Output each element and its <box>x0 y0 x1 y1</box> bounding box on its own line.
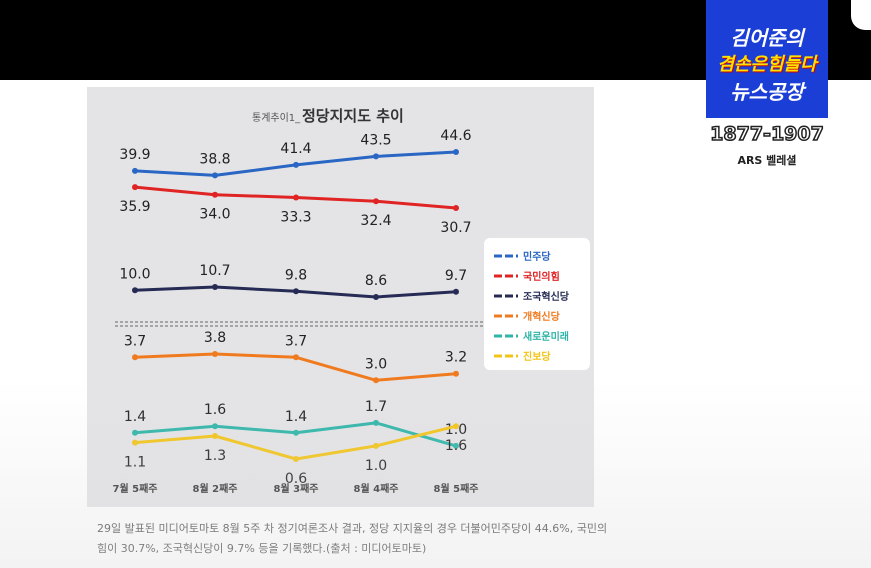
channel-logo: 김어준의 겸손은힘들다 뉴스공장 <box>706 0 828 118</box>
data-label: 1.0 <box>445 422 467 438</box>
data-point <box>293 288 299 295</box>
series-2: 10.0 10.7 9.8 8.6 9.7 <box>119 263 467 300</box>
chart-title-prefix: 통계추이1_ <box>252 112 301 124</box>
phone-number: 1877-1907 <box>709 122 824 146</box>
article-caption: 29일 발표된 미디어토마토 8월 5주 차 정기여론조사 결과, 정당 지지율… <box>97 522 608 555</box>
series-0: 39.9 38.8 41.4 43.5 44.6 <box>119 128 472 179</box>
data-label: 10.7 <box>199 263 230 279</box>
data-point <box>132 354 138 361</box>
data-label: 3.8 <box>204 330 226 346</box>
data-point <box>453 288 459 295</box>
data-label: 3.7 <box>124 333 146 349</box>
ars-label: ARS 벨레셜 <box>737 154 797 167</box>
data-label: 43.5 <box>360 132 391 148</box>
series-4: 1.4 1.6 1.4 1.7 1.0 <box>124 399 467 449</box>
x-tick-label: 8월 2째주 <box>193 482 238 495</box>
x-tick-label: 8월 3째주 <box>274 482 319 495</box>
series-5: 1.1 1.30.61.01.6 <box>124 423 467 487</box>
data-label: 1.0 <box>365 458 387 474</box>
series-3: 3.7 3.8 3.7 3.0 3.2 <box>124 330 467 384</box>
data-label: 34.0 <box>199 207 230 223</box>
logo-line3: 뉴스공장 <box>730 80 804 104</box>
x-tick-labels: 7월 5째주 8월 2째주 8월 3째주 8월 4째주 8월 5째주 <box>113 482 479 495</box>
data-point <box>132 167 138 174</box>
data-point <box>293 354 299 361</box>
data-point <box>212 284 218 290</box>
data-label: 0.6 <box>285 471 307 487</box>
data-point <box>293 429 299 436</box>
data-label: 10.0 <box>119 266 150 282</box>
data-point <box>373 419 379 426</box>
series-1: 35.9 34.0 33.3 32.4 30.7 <box>119 184 472 236</box>
data-label: 9.7 <box>445 268 467 284</box>
data-point <box>212 351 218 357</box>
legend-label: 진보당 <box>523 350 551 363</box>
legend-label: 민주당 <box>523 250 551 263</box>
data-label: 1.3 <box>204 448 226 464</box>
data-label: 35.9 <box>119 199 150 215</box>
data-point <box>373 198 379 205</box>
data-label: 1.4 <box>285 409 307 425</box>
data-label: 8.6 <box>365 273 387 289</box>
data-point <box>293 456 299 462</box>
data-label: 41.4 <box>280 141 311 157</box>
x-tick-label: 8월 5째주 <box>434 482 479 495</box>
data-point <box>373 153 379 160</box>
data-label: 1.1 <box>124 455 146 471</box>
data-point <box>373 377 379 384</box>
data-label: 30.7 <box>440 220 471 236</box>
data-label: 32.4 <box>360 213 391 229</box>
x-tick-label: 7월 5째주 <box>113 482 158 495</box>
data-point <box>373 294 379 300</box>
data-point <box>453 205 459 211</box>
data-label: 38.8 <box>199 151 230 167</box>
legend-label: 새로운미래 <box>523 330 569 343</box>
legend-label: 개혁신당 <box>523 310 561 323</box>
x-tick-label: 8월 4째주 <box>354 482 399 495</box>
data-label: 3.0 <box>365 356 387 372</box>
data-point <box>373 442 379 449</box>
data-label: 9.8 <box>285 267 307 283</box>
data-label: 3.7 <box>285 333 307 349</box>
data-label: 33.3 <box>280 210 311 226</box>
data-point <box>453 370 459 377</box>
chart-title: 정당지지도 추이 <box>302 107 404 125</box>
data-point <box>132 184 138 191</box>
logo-line2: 겸손은힘들다 <box>717 54 817 75</box>
data-point <box>453 149 459 155</box>
data-point <box>132 287 138 294</box>
data-point <box>212 423 218 430</box>
data-point <box>212 191 218 198</box>
window-corner <box>851 0 871 30</box>
data-point <box>132 429 138 436</box>
series-layer: 39.9 38.8 41.4 43.5 44.6 35.9 34.0 33.3 32.4 30.7… <box>119 128 471 487</box>
data-point <box>453 423 459 430</box>
data-label: 3.2 <box>445 350 467 366</box>
data-point <box>212 172 218 179</box>
data-point <box>293 161 299 168</box>
axis-break <box>115 321 485 327</box>
data-point <box>212 433 218 439</box>
data-label: 44.6 <box>440 128 471 144</box>
data-point <box>453 442 459 449</box>
data-label: 1.6 <box>204 402 226 418</box>
logo-line1: 김어준의 <box>730 26 804 50</box>
legend-label: 국민의힘 <box>523 270 560 283</box>
data-point <box>132 439 138 446</box>
data-label: 39.9 <box>119 147 150 163</box>
data-label: 1.6 <box>445 438 467 454</box>
legend-label: 조국혁신당 <box>523 290 570 303</box>
data-point <box>293 194 299 201</box>
data-label: 1.7 <box>365 399 387 415</box>
data-label: 1.4 <box>124 409 146 425</box>
